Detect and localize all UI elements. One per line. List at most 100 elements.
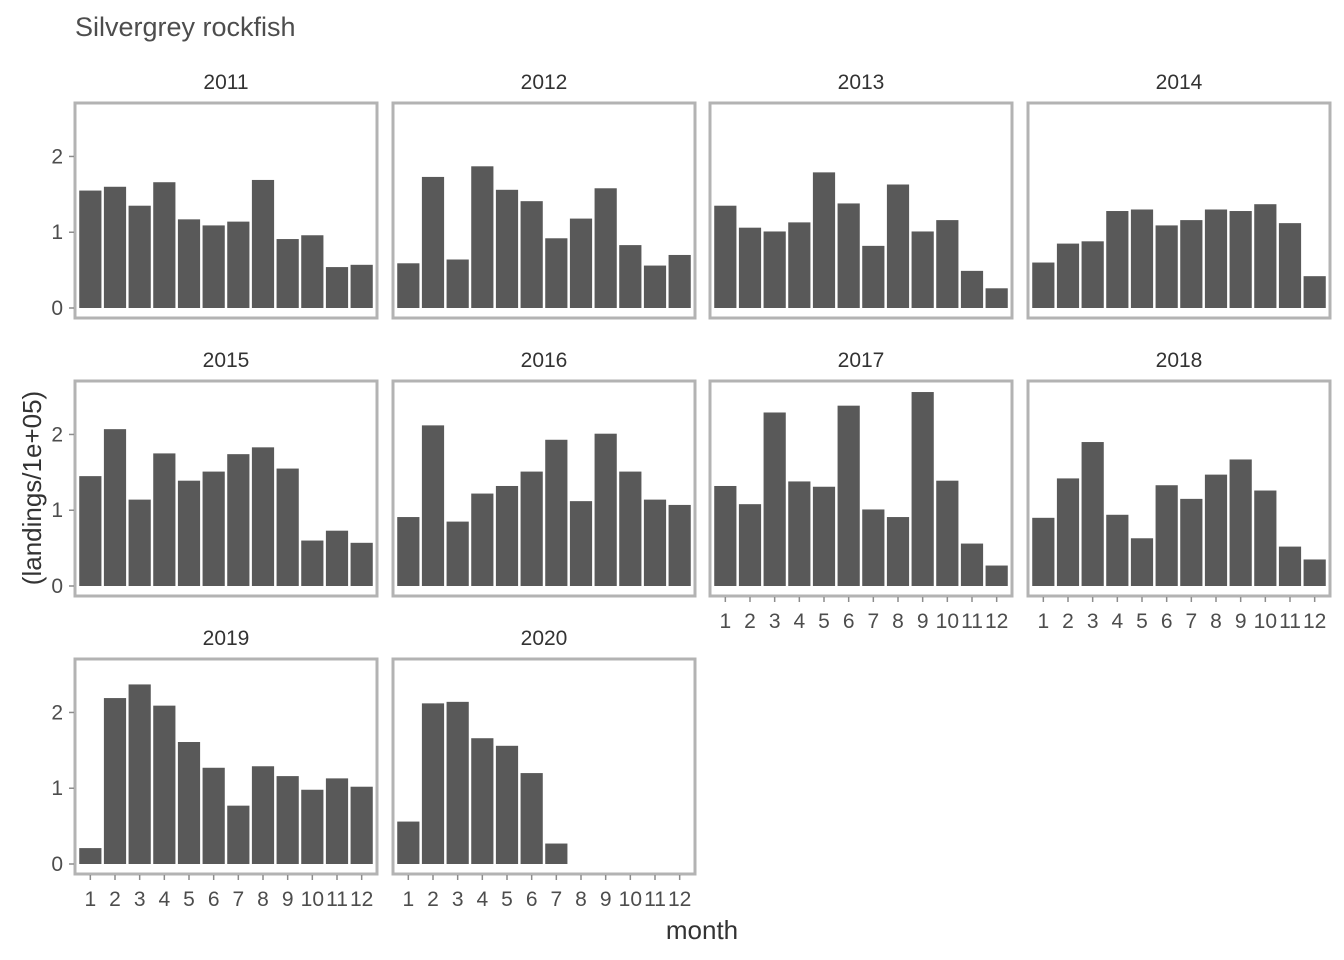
bar-2014-11 xyxy=(1278,223,1302,308)
facet-strip-label: 2019 xyxy=(203,627,250,650)
bar-2018-1 xyxy=(1032,517,1055,586)
bar-2018-6 xyxy=(1155,485,1178,586)
bar-2013-8 xyxy=(886,184,910,308)
x-tick-label: 1 xyxy=(719,610,731,633)
facet-strip-label: 2016 xyxy=(521,349,568,372)
x-tick-label: 8 xyxy=(575,888,587,911)
panel-border xyxy=(1026,101,1332,320)
bar-2012-1 xyxy=(397,263,420,308)
facet-panel-2015: 2015 0 1 2 xyxy=(51,349,379,598)
bar-2013-4 xyxy=(788,222,811,308)
bar-2013-11 xyxy=(960,270,984,308)
bar-2019-4 xyxy=(153,705,176,864)
facet-strip-label: 2015 xyxy=(203,349,250,372)
bar-2017-8 xyxy=(886,517,910,586)
bar-2019-6 xyxy=(202,767,225,864)
x-tick-label: 6 xyxy=(1161,610,1173,633)
bar-2014-10 xyxy=(1254,204,1277,308)
bar-2015-6 xyxy=(202,471,225,586)
bar-2012-2 xyxy=(421,176,445,308)
bar-2011-10 xyxy=(301,235,324,308)
bar-2017-11 xyxy=(960,543,984,586)
bar-2017-2 xyxy=(738,504,762,586)
facet-strip-label: 2014 xyxy=(1156,71,1203,94)
x-tick-label: 1 xyxy=(402,888,414,911)
bar-2016-8 xyxy=(569,501,593,586)
x-tick-label: 2 xyxy=(744,610,756,633)
x-tick-label: 4 xyxy=(158,888,170,911)
bar-2014-1 xyxy=(1032,262,1055,308)
x-tick-label: 5 xyxy=(183,888,195,911)
x-tick-label: 9 xyxy=(282,888,294,911)
facet-strip-label: 2017 xyxy=(838,349,885,372)
bar-2016-12 xyxy=(668,504,691,586)
panel-border xyxy=(1026,379,1332,598)
bar-2020-1 xyxy=(397,821,420,864)
x-tick-label: 12 xyxy=(668,888,691,911)
facet-panel-2014: 2014 xyxy=(1026,71,1332,320)
bar-2020-2 xyxy=(421,703,445,864)
x-tick-label: 4 xyxy=(476,888,488,911)
x-tick-label: 2 xyxy=(109,888,121,911)
bar-2012-9 xyxy=(594,188,617,308)
bar-2012-11 xyxy=(643,265,667,308)
x-tick-label: 11 xyxy=(326,888,348,911)
bar-2017-12 xyxy=(985,565,1008,586)
bar-2013-1 xyxy=(714,205,737,308)
x-tick-label: 2 xyxy=(427,888,439,911)
x-tick-label: 10 xyxy=(619,888,642,911)
x-tick-label: 12 xyxy=(985,610,1008,633)
x-tick-label: 11 xyxy=(644,888,666,911)
facet-strip-label: 2020 xyxy=(521,627,568,650)
x-axis-title: month xyxy=(666,915,738,945)
bar-2012-7 xyxy=(545,238,568,308)
bar-2018-10 xyxy=(1254,490,1277,586)
bar-2015-3 xyxy=(128,499,151,586)
x-tick-label: 2 xyxy=(1062,610,1074,633)
chart-title: Silvergrey rockfish xyxy=(75,12,296,42)
panel-border xyxy=(391,379,697,598)
y-tick-label: 2 xyxy=(51,701,63,724)
bar-2015-5 xyxy=(177,480,201,586)
bar-2015-11 xyxy=(325,530,349,586)
x-tick-label: 7 xyxy=(550,888,562,911)
panel-border xyxy=(391,101,697,320)
bar-2018-12 xyxy=(1303,559,1326,586)
bar-2018-9 xyxy=(1229,459,1252,586)
bar-2020-4 xyxy=(471,738,494,864)
bar-2020-3 xyxy=(446,701,469,864)
bar-2016-11 xyxy=(643,499,667,586)
bar-2018-8 xyxy=(1204,474,1228,586)
x-tick-label: 6 xyxy=(843,610,855,633)
bar-2015-1 xyxy=(79,476,102,586)
y-tick-label: 1 xyxy=(51,221,63,244)
bar-2015-9 xyxy=(276,468,299,586)
x-tick-label: 5 xyxy=(818,610,830,633)
facet-panel-2012: 2012 xyxy=(391,71,697,320)
y-tick-label: 0 xyxy=(51,575,63,598)
facet-strip-label: 2018 xyxy=(1156,349,1203,372)
facet-strip-label: 2013 xyxy=(838,71,885,94)
y-axis-title: (landings/1e+05) xyxy=(17,391,47,585)
bar-2017-9 xyxy=(911,392,934,586)
x-tick-label: 7 xyxy=(1185,610,1197,633)
x-tick-label: 9 xyxy=(1235,610,1247,633)
x-tick-label: 12 xyxy=(1303,610,1326,633)
bar-2011-6 xyxy=(202,225,225,308)
bar-2020-7 xyxy=(545,843,568,864)
bar-2016-10 xyxy=(619,471,642,586)
bar-2011-2 xyxy=(103,186,127,308)
bar-2016-7 xyxy=(545,439,568,586)
bar-2013-6 xyxy=(837,203,860,308)
panel-border xyxy=(73,101,379,320)
bar-2014-5 xyxy=(1130,209,1154,308)
bar-2018-3 xyxy=(1081,442,1104,586)
y-tick-label: 2 xyxy=(51,423,63,446)
bar-2015-10 xyxy=(301,540,324,586)
panel-border xyxy=(391,657,697,876)
x-tick-label: 8 xyxy=(257,888,269,911)
